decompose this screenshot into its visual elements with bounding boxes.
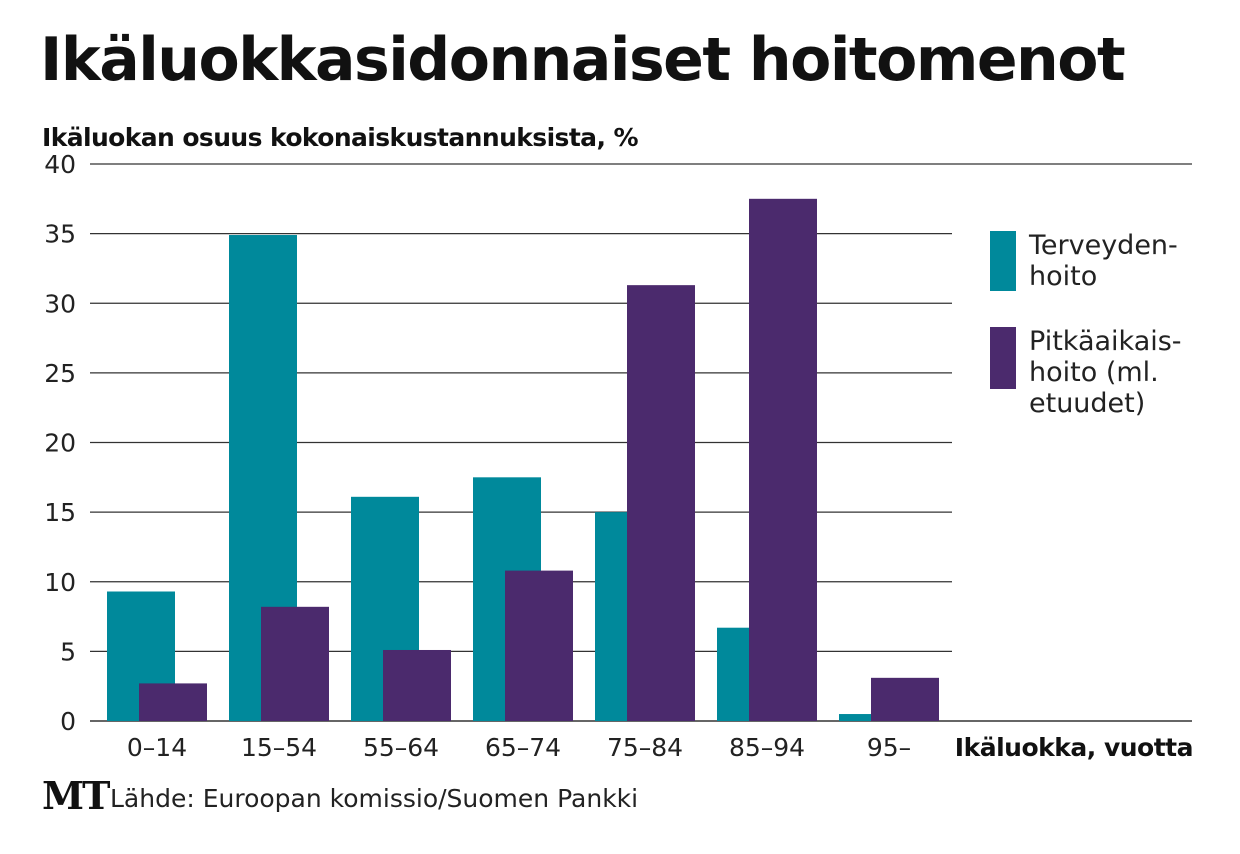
bar-pitkaaikaishoito-1 xyxy=(261,606,329,721)
mt-logo: MT xyxy=(42,773,110,818)
legend-label: Terveyden- xyxy=(1028,230,1178,261)
legend-label: etuudet) xyxy=(1029,388,1145,419)
bar-pitkaaikaishoito-2 xyxy=(383,649,451,721)
y-tick-label: 20 xyxy=(44,429,76,458)
legend-swatch-terveydenhoito xyxy=(990,231,1016,291)
bar-pitkaaikaishoito-0 xyxy=(139,683,207,721)
x-tick-label: 0–14 xyxy=(127,733,187,762)
y-tick-label: 10 xyxy=(44,568,76,597)
legend-label: hoito xyxy=(1029,261,1097,292)
x-tick-label: 95– xyxy=(867,733,911,762)
y-tick-label: 40 xyxy=(44,150,76,179)
chart-title: Ikäluokkasidonnaiset hoitomenot xyxy=(40,25,1126,95)
x-tick-label: 15–54 xyxy=(241,733,317,762)
y-tick-labels: 0 5 10 15 20 25 30 35 40 xyxy=(44,150,76,736)
y-tick-label: 0 xyxy=(60,707,76,736)
bar-pitkaaikaishoito-6 xyxy=(871,677,939,721)
y-tick-label: 5 xyxy=(60,637,76,666)
x-tick-label: 75–84 xyxy=(607,733,683,762)
x-tick-label: 85–94 xyxy=(729,733,805,762)
legend-label: Pitkäaikais- xyxy=(1029,326,1182,357)
legend-label: hoito (ml. xyxy=(1029,357,1159,388)
legend: Terveyden-hoito Pitkäaikais-hoito (ml.etu… xyxy=(990,230,1182,419)
source-text: Lähde: Euroopan komissio/Suomen Pankki xyxy=(110,784,639,813)
bars xyxy=(107,198,939,721)
y-tick-label: 15 xyxy=(44,498,76,527)
bar-pitkaaikaishoito-5 xyxy=(749,198,817,721)
x-tick-labels: 0–14 15–54 55–64 65–74 75–84 85–94 95– xyxy=(127,733,911,762)
legend-swatch-pitkaaikaishoito xyxy=(990,327,1016,389)
bar-pitkaaikaishoito-4 xyxy=(627,285,695,721)
bar-pitkaaikaishoito-3 xyxy=(505,570,573,721)
x-axis-title: Ikäluokka, vuotta xyxy=(955,733,1193,762)
y-tick-label: 25 xyxy=(44,359,76,388)
y-tick-label: 35 xyxy=(44,220,76,249)
x-tick-label: 65–74 xyxy=(485,733,561,762)
y-axis-title: Ikäluokan osuus kokonaiskustannuksista, … xyxy=(42,123,639,152)
y-tick-label: 30 xyxy=(44,289,76,318)
x-tick-label: 55–64 xyxy=(363,733,439,762)
